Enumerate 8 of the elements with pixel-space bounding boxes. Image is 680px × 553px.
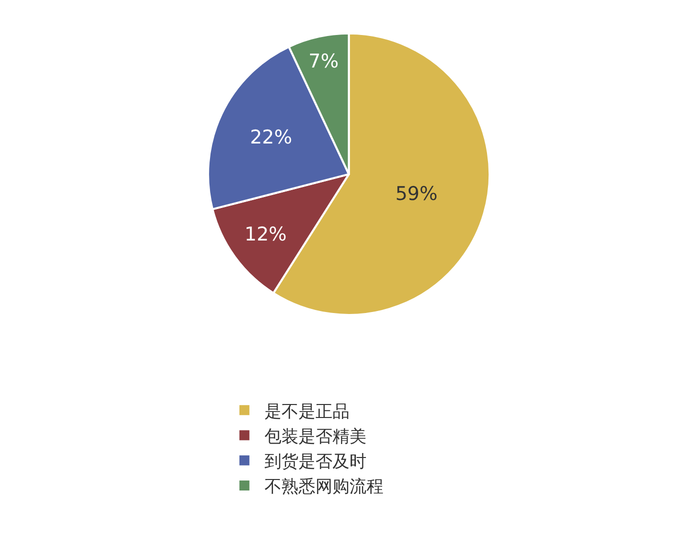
legend-label: 到货是否及时: [264, 452, 366, 472]
legend-label: 是不是正品: [264, 402, 350, 422]
data-label: 7%: [308, 50, 339, 72]
data-label: 59%: [395, 182, 438, 205]
data-label: 22%: [250, 126, 292, 149]
legend-label: 不熟悉网购流程: [264, 477, 384, 498]
legend-label: 包装是否精美: [264, 426, 366, 447]
data-label: 12%: [244, 224, 287, 246]
